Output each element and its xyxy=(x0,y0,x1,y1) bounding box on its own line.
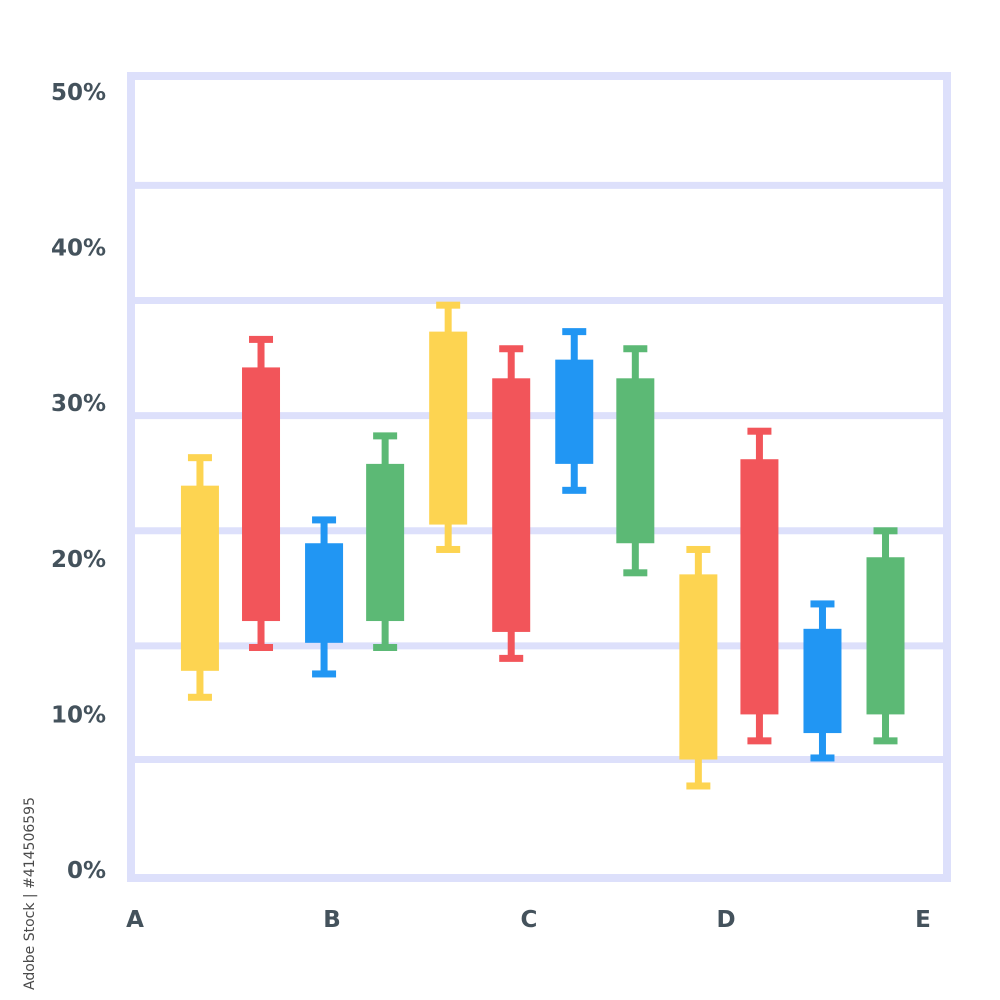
candle-5 xyxy=(429,301,468,553)
candle-body xyxy=(305,543,344,643)
candle-body xyxy=(616,378,655,544)
candle-high-cap xyxy=(499,345,524,353)
x-tick-label: E xyxy=(915,907,931,933)
candle-body xyxy=(492,378,531,632)
candle-low-cap xyxy=(187,693,212,701)
candle-11 xyxy=(803,600,842,762)
stock-credit-label: Adobe Stock | #414506595 xyxy=(22,797,38,990)
candle-1 xyxy=(180,454,219,701)
candle-body xyxy=(866,557,905,715)
candle-body xyxy=(740,459,779,715)
candle-10 xyxy=(740,427,779,745)
candle-low-cap xyxy=(312,670,337,678)
candle-low-cap xyxy=(623,569,648,577)
candle-high-cap xyxy=(747,427,772,435)
candle-body xyxy=(429,331,468,525)
y-tick-label: 40% xyxy=(51,236,106,262)
y-tick-label: 30% xyxy=(51,391,106,417)
candle-low-cap xyxy=(249,643,274,651)
y-axis-ticks: 0% 10% 20% 30% 40% 50% xyxy=(51,80,106,884)
y-tick-label: 0% xyxy=(67,858,106,884)
candle-4 xyxy=(366,432,405,651)
candle-low-cap xyxy=(747,737,772,745)
candle-high-cap xyxy=(249,335,274,343)
candle-high-cap xyxy=(810,600,835,608)
x-axis-ticks: A B C D E xyxy=(126,907,931,933)
candle-2 xyxy=(242,335,281,651)
candle-low-cap xyxy=(373,643,398,651)
candle-high-cap xyxy=(187,454,212,462)
plot-frame xyxy=(127,72,951,882)
x-tick-label: A xyxy=(126,907,144,933)
candle-low-cap xyxy=(499,654,524,662)
candle-low-cap xyxy=(873,737,898,745)
candles xyxy=(180,301,905,790)
candle-high-cap xyxy=(623,345,648,353)
candle-body xyxy=(242,367,281,622)
y-tick-label: 10% xyxy=(51,702,106,728)
candle-6 xyxy=(492,345,531,662)
candle-low-cap xyxy=(686,782,711,790)
candle-body xyxy=(555,359,594,464)
candle-8 xyxy=(616,345,655,577)
y-tick-label: 50% xyxy=(51,80,106,106)
x-tick-label: C xyxy=(521,907,538,933)
candle-3 xyxy=(305,516,344,678)
candle-low-cap xyxy=(810,754,835,762)
candle-body xyxy=(803,628,842,734)
x-tick-label: D xyxy=(716,907,735,933)
y-tick-label: 20% xyxy=(51,547,106,573)
candle-high-cap xyxy=(312,516,337,524)
candle-body xyxy=(180,485,219,671)
candle-high-cap xyxy=(436,301,461,309)
candle-high-cap xyxy=(373,432,398,440)
candle-high-cap xyxy=(873,527,898,535)
candle-low-cap xyxy=(436,545,461,553)
candle-high-cap xyxy=(686,545,711,553)
candle-body xyxy=(366,463,405,622)
candle-12 xyxy=(866,527,905,745)
candle-body xyxy=(679,574,718,760)
candle-low-cap xyxy=(562,486,587,494)
candle-7 xyxy=(555,328,594,494)
candle-9 xyxy=(679,545,718,790)
x-tick-label: B xyxy=(323,907,341,933)
candle-high-cap xyxy=(562,328,587,336)
